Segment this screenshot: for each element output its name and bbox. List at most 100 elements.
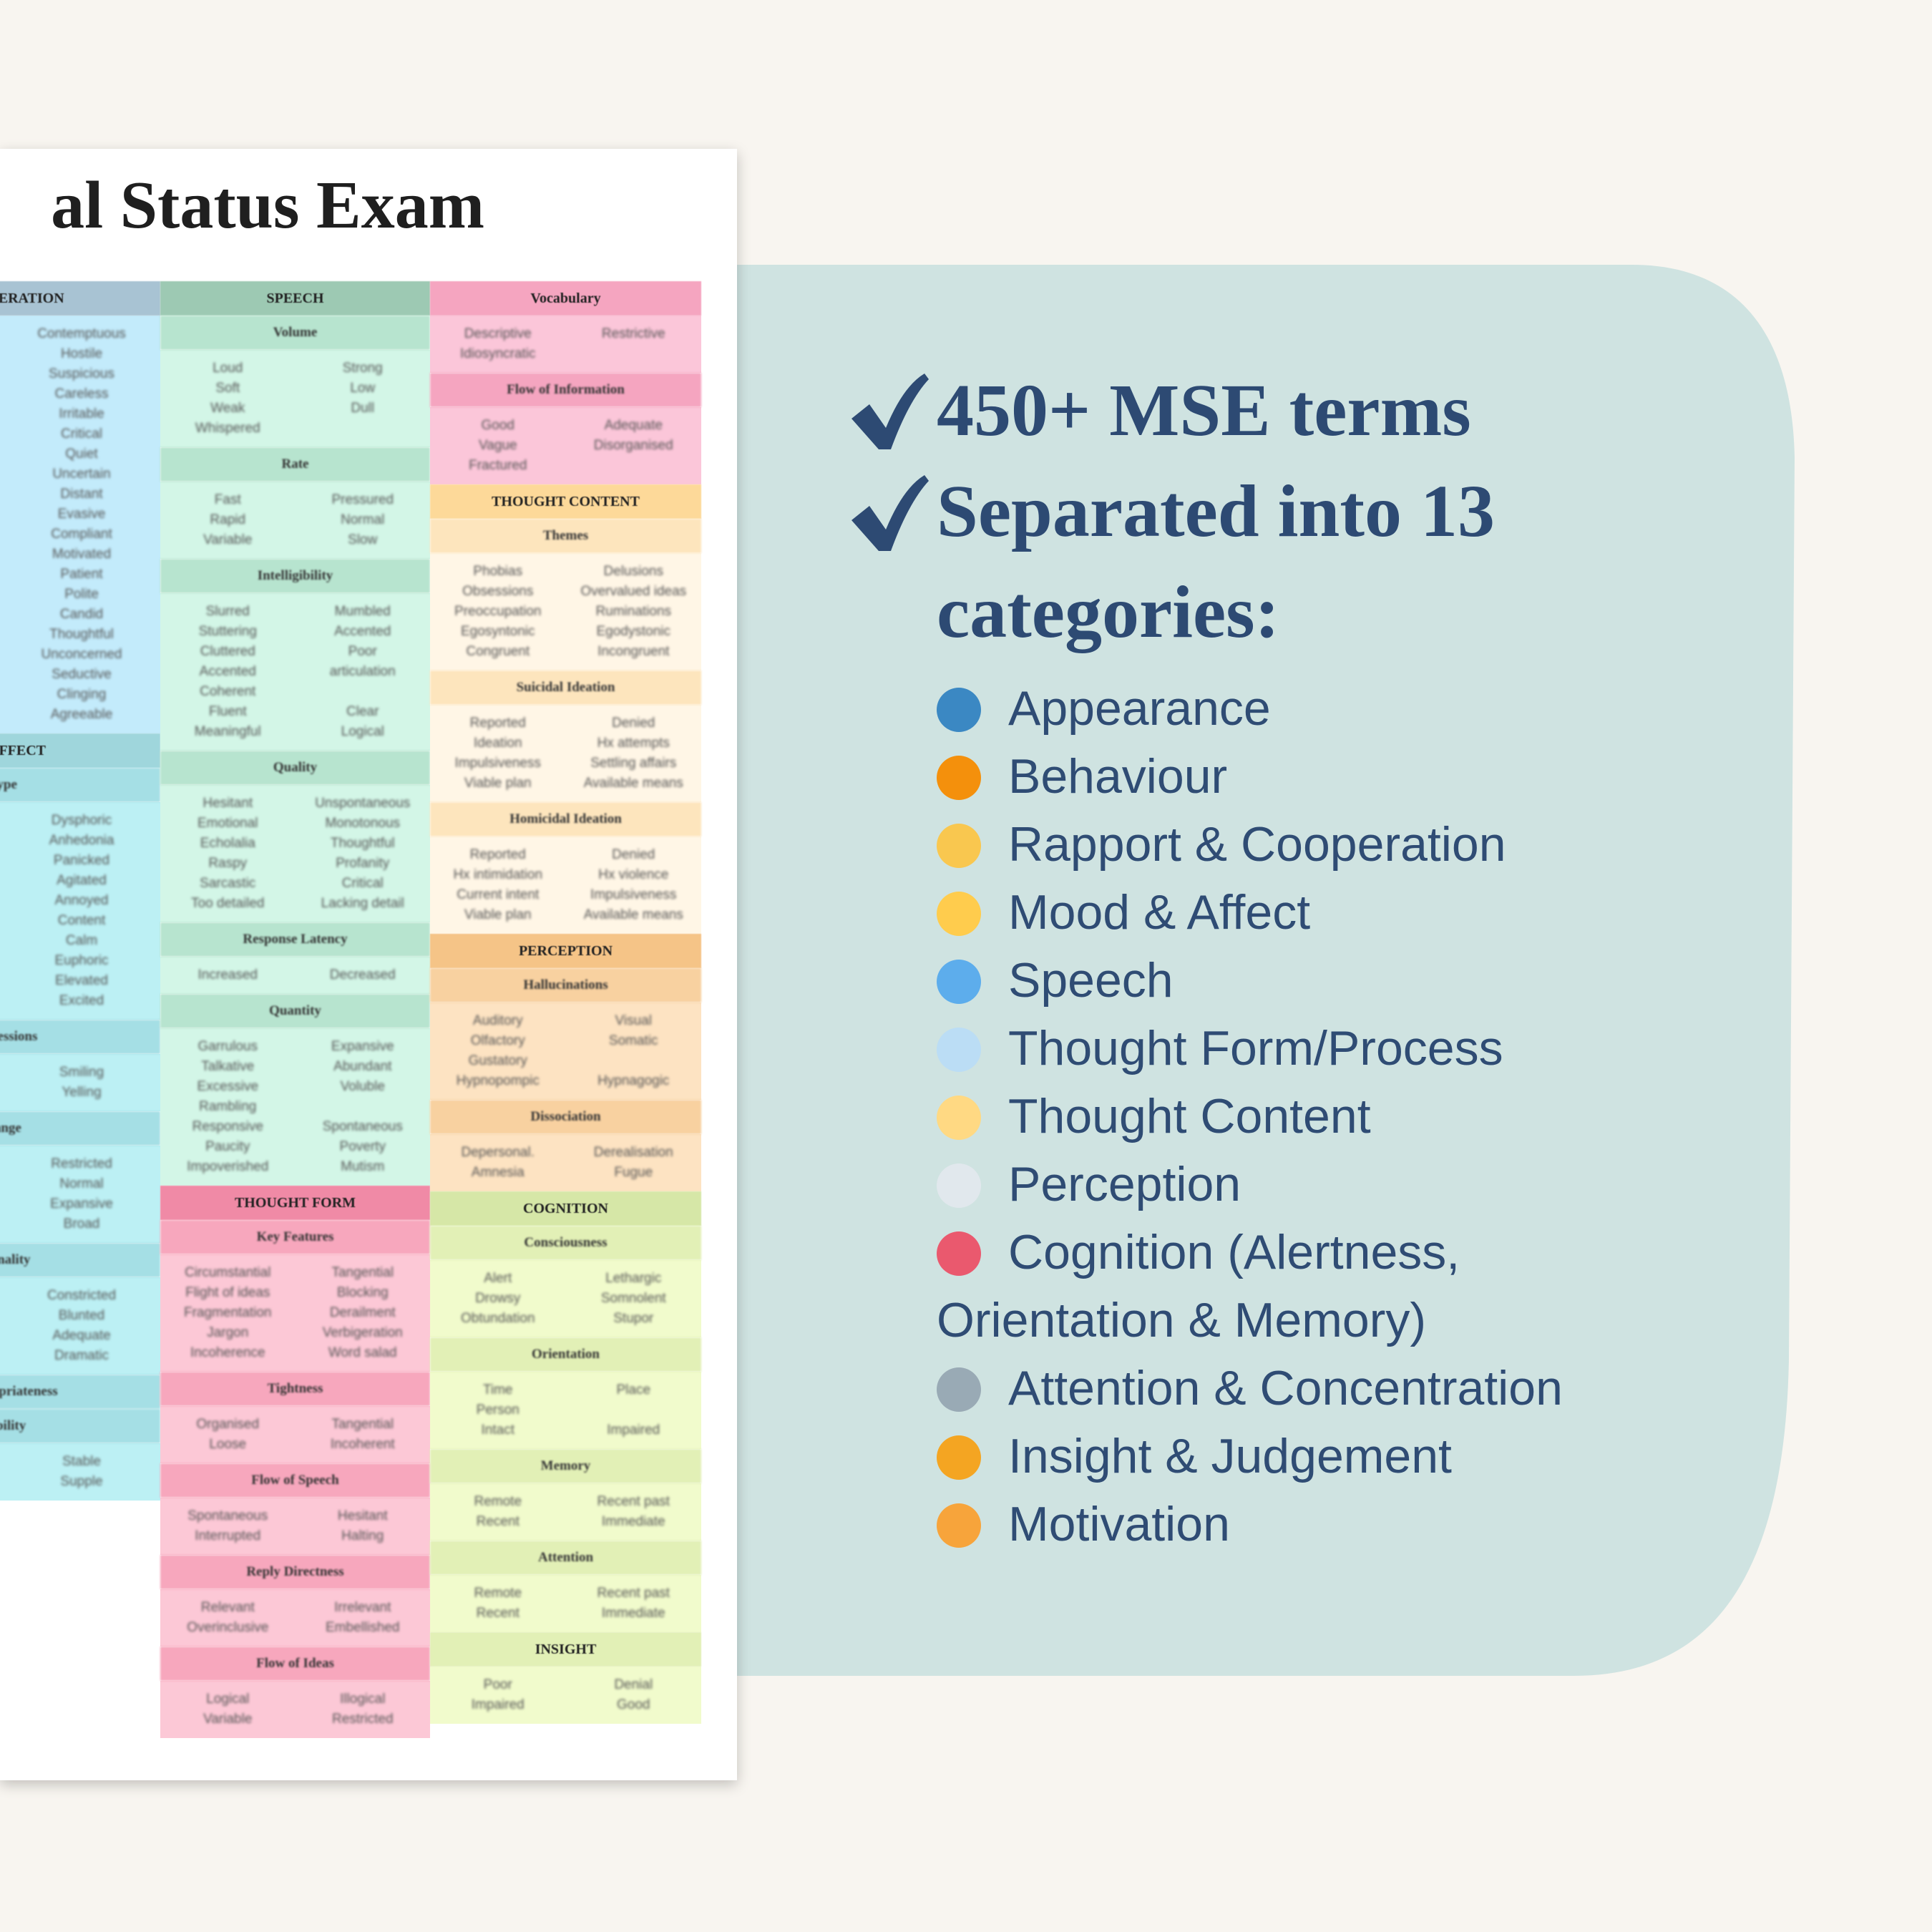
term: Variable bbox=[203, 1712, 253, 1727]
term: Egosyntonic bbox=[460, 624, 535, 639]
term-row: Variable Restricted bbox=[160, 1709, 430, 1729]
term-row: Vague Disorganised bbox=[430, 436, 701, 456]
term: Lacking detail bbox=[321, 896, 404, 911]
term-row: Critical bbox=[0, 424, 160, 444]
term-row: Rambling bbox=[160, 1097, 430, 1117]
term: Disorganised bbox=[593, 438, 673, 453]
term-row: Paucity Poverty bbox=[160, 1137, 430, 1157]
term-row: Thoughtful bbox=[0, 625, 160, 645]
term: Drowsy bbox=[475, 1291, 521, 1306]
term-row: Contemptuous bbox=[0, 324, 160, 344]
term-row: Jargon Verbigeration bbox=[160, 1323, 430, 1343]
term: Hx violence bbox=[598, 867, 669, 882]
group-header: & COOPERATION bbox=[0, 281, 160, 316]
term-row: Organised Tangential bbox=[160, 1415, 430, 1435]
term: Uncertain bbox=[52, 467, 111, 482]
section-body: Loud Strong Soft Low Weak Dull Whispered bbox=[160, 350, 430, 447]
category-icon bbox=[937, 824, 981, 868]
panel-shape bbox=[716, 265, 1795, 1676]
term: Rapid bbox=[210, 512, 246, 527]
term: Content bbox=[57, 913, 106, 928]
term-row: Loose Incoherent bbox=[160, 1435, 430, 1455]
term-row: Agitated bbox=[0, 871, 160, 891]
section-body: Auditory Visual Olfactory Somatic Gustatory H… bbox=[430, 1002, 701, 1100]
term-row: Talkative Abundant bbox=[160, 1057, 430, 1077]
section-header: Flow of Ideas bbox=[160, 1646, 430, 1681]
term: Blocking bbox=[336, 1285, 389, 1300]
term: Circumstantial bbox=[185, 1265, 271, 1280]
term: Immediate bbox=[601, 1514, 665, 1529]
category-icon bbox=[937, 1163, 981, 1208]
term: Fragmentation bbox=[183, 1305, 272, 1320]
section-header: Flow of Speech bbox=[160, 1463, 430, 1498]
term: Anhedonia bbox=[49, 833, 114, 848]
term-row: Weak Dull bbox=[160, 399, 430, 419]
group-header: PERCEPTION bbox=[430, 934, 701, 968]
section-body: Poor Denial Impaired Good bbox=[430, 1667, 701, 1724]
term: Quiet bbox=[65, 447, 98, 462]
spacer bbox=[566, 1051, 702, 1071]
term-row: Slurred Mumbled bbox=[160, 602, 430, 622]
category-label: Rapport & Cooperation bbox=[1008, 817, 1506, 872]
category-label: Thought Content bbox=[1008, 1089, 1371, 1143]
term: Somatic bbox=[608, 1033, 658, 1048]
section-header: Tightness bbox=[160, 1372, 430, 1406]
term: Contemptuous bbox=[37, 326, 126, 341]
term: Thoughtful bbox=[49, 627, 114, 642]
term: Motivated bbox=[52, 547, 112, 562]
term: Incoherence bbox=[190, 1345, 265, 1360]
term: Mumbled bbox=[334, 604, 391, 619]
category-label: Appearance bbox=[1008, 681, 1271, 736]
term: Illogical bbox=[340, 1692, 386, 1707]
term-row: Accented articulation bbox=[160, 662, 430, 682]
term: Slow bbox=[348, 532, 378, 547]
category-item: Mood & Affect bbox=[937, 879, 1695, 947]
term-row: Hesitant Unspontaneous bbox=[160, 794, 430, 814]
term-row: Fractured bbox=[430, 456, 701, 476]
term: Hx attempts bbox=[597, 736, 670, 751]
term: Compliant bbox=[51, 527, 112, 542]
term: Impaired bbox=[471, 1697, 525, 1712]
term: Dull bbox=[351, 401, 375, 416]
term: Smiling bbox=[59, 1065, 104, 1080]
term-row: Obtundation Stupor bbox=[430, 1309, 701, 1329]
term-row: Relevant Irrelevant bbox=[160, 1598, 430, 1618]
section-header: Reply Directness bbox=[160, 1555, 430, 1589]
section-header: Themes bbox=[430, 519, 701, 553]
term: Logical bbox=[341, 724, 384, 739]
category-item: Appearance bbox=[937, 675, 1695, 743]
term: Preoccupation bbox=[454, 604, 542, 619]
term: Impaired bbox=[607, 1423, 660, 1438]
term: Panicked bbox=[53, 853, 110, 868]
term: Fugue bbox=[614, 1165, 653, 1180]
term-row: Distant bbox=[0, 484, 160, 504]
category-label: Mood & Affect bbox=[1008, 885, 1311, 940]
term: Amnesia bbox=[471, 1165, 525, 1180]
term-row: Amnesia Fugue bbox=[430, 1163, 701, 1183]
term-row: Interrupted Halting bbox=[160, 1526, 430, 1546]
term: Fluent bbox=[208, 704, 247, 719]
category-icon bbox=[937, 1367, 981, 1412]
section-body: Fast Pressured Rapid Normal Variable Slow bbox=[160, 482, 430, 559]
category-icon bbox=[937, 688, 981, 732]
term: Idiosyncratic bbox=[459, 346, 536, 361]
term: Auditory bbox=[472, 1013, 523, 1028]
term: Hesitant bbox=[203, 796, 253, 811]
category-item: Motivation bbox=[937, 1491, 1695, 1558]
term: Cluttered bbox=[200, 644, 255, 659]
term: Critical bbox=[341, 876, 384, 891]
group-header: INSIGHT bbox=[430, 1632, 701, 1667]
term-row: Dysphoric bbox=[0, 811, 160, 831]
headline: 450+ MSE terms Separated into 13 categori… bbox=[937, 360, 1724, 663]
section-body: Spontaneous Hesitant Interrupted Halting bbox=[160, 1498, 430, 1555]
term-row: Irritable bbox=[0, 404, 160, 424]
term-row: Auditory Visual bbox=[430, 1011, 701, 1031]
section-body: Depersonal. Derealisation Amnesia Fugue bbox=[430, 1134, 701, 1191]
category-item: Insight & Judgement bbox=[937, 1423, 1695, 1491]
term-row: Yelling bbox=[0, 1083, 160, 1103]
category-label: Motivation bbox=[1008, 1497, 1230, 1551]
term: Hypnagogic bbox=[597, 1073, 670, 1088]
section-header: Range bbox=[0, 1111, 160, 1146]
